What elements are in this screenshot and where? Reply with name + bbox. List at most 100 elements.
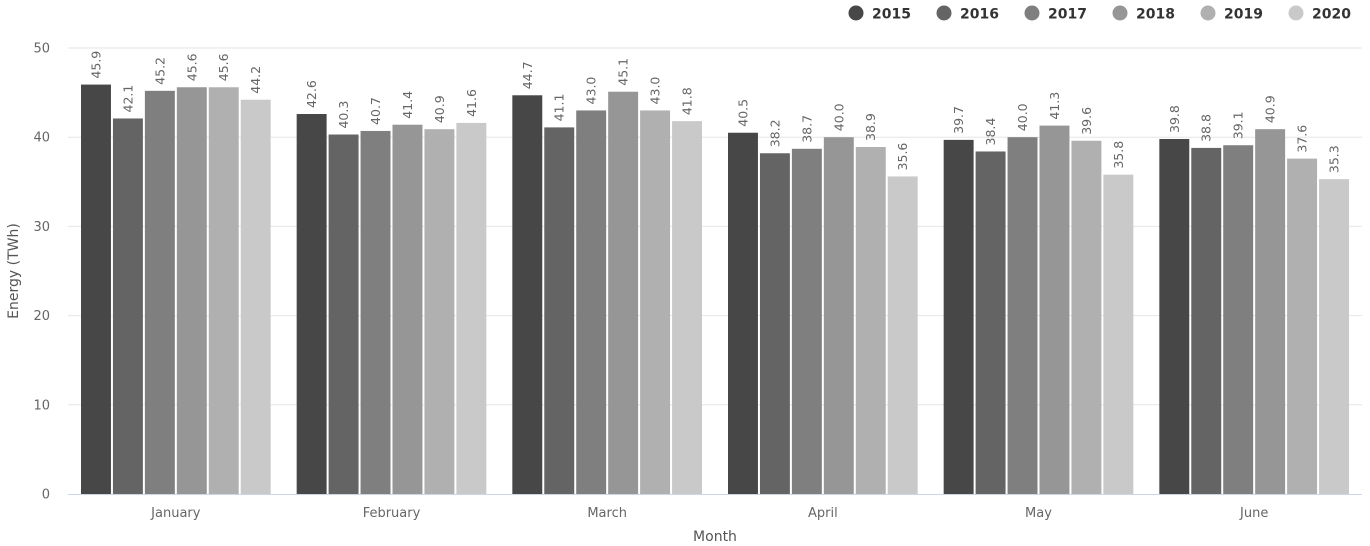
y-tick-label: 0 <box>42 488 50 503</box>
x-tick-label: January <box>150 506 201 521</box>
y-axis-ticks: 0 10 20 30 40 50 <box>33 42 50 503</box>
legend-item-2016[interactable]: 2016 <box>936 5 999 23</box>
bar-2017-february <box>360 130 391 494</box>
legend-marker <box>1112 5 1128 21</box>
bar-2015-march <box>512 95 543 494</box>
data-label: 35.6 <box>895 143 910 171</box>
bar-2019-january <box>208 87 239 495</box>
legend-item-2020[interactable]: 2020 <box>1288 5 1352 23</box>
legend-label: 2020 <box>1312 7 1351 23</box>
bar-2018-april <box>823 137 854 494</box>
data-label: 40.7 <box>368 97 383 125</box>
data-label: 40.0 <box>831 103 846 131</box>
y-axis-title: Energy (TWh) <box>6 223 22 319</box>
data-label: 45.1 <box>616 58 631 86</box>
data-label: 39.8 <box>1167 105 1182 133</box>
data-label: 38.2 <box>767 119 782 147</box>
bar-2015-june <box>1159 138 1190 494</box>
bar-2019-june <box>1287 158 1318 494</box>
data-label: 39.1 <box>1231 111 1246 139</box>
legend-item-2015[interactable]: 2015 <box>848 5 911 23</box>
y-tick-label: 30 <box>33 220 50 235</box>
gridlines <box>68 47 1362 406</box>
x-tick-label: June <box>1239 506 1268 521</box>
bar-2019-february <box>424 129 455 494</box>
data-label: 40.0 <box>1015 103 1030 131</box>
legend-marker <box>1024 5 1040 21</box>
bar-2015-january <box>81 84 111 495</box>
bar-2015-may <box>943 139 974 494</box>
data-label: 38.7 <box>799 115 814 143</box>
bar-2018-march <box>608 91 639 494</box>
data-label: 45.9 <box>88 51 103 79</box>
data-label: 40.9 <box>1263 95 1278 123</box>
data-label: 45.2 <box>152 57 167 85</box>
legend-label: 2018 <box>1136 7 1175 23</box>
legend-item-2019[interactable]: 2019 <box>1200 5 1263 23</box>
legend-item-2017[interactable]: 2017 <box>1024 5 1087 23</box>
bar-2017-april <box>791 148 822 494</box>
bar-2016-march <box>544 127 575 494</box>
bar-2016-april <box>759 153 790 495</box>
bar-2020-march <box>672 121 702 495</box>
legend: 2015 2016 2017 2018 2019 2020 <box>848 5 1352 23</box>
y-tick-label: 50 <box>33 42 50 57</box>
data-label: 38.8 <box>1199 114 1214 142</box>
y-tick-label: 10 <box>33 398 50 413</box>
x-tick-label: April <box>808 506 838 521</box>
data-label: 43.0 <box>648 77 663 105</box>
bar-2017-january <box>144 90 175 494</box>
bar-2016-may <box>975 151 1006 495</box>
bar-2019-march <box>640 110 671 494</box>
data-label: 40.3 <box>336 101 351 129</box>
legend-item-2018[interactable]: 2018 <box>1112 5 1175 23</box>
data-label: 44.7 <box>520 61 535 89</box>
x-axis-title: Month <box>693 529 737 545</box>
data-labels: 45.9 42.1 45.2 45.6 45.6 44.2 42.6 40.3 40.7 41.4… <box>88 51 1341 173</box>
data-label: 41.3 <box>1047 92 1062 120</box>
bar-2016-february <box>328 134 359 495</box>
x-tick-label: May <box>1025 506 1052 521</box>
data-label: 42.1 <box>120 85 135 113</box>
bar-2020-june <box>1319 179 1349 494</box>
data-label: 45.6 <box>184 53 199 81</box>
bar-2016-june <box>1191 147 1222 495</box>
bar-2019-april <box>855 147 886 494</box>
legend-label: 2019 <box>1224 7 1263 23</box>
legend-marker <box>1288 5 1304 21</box>
legend-label: 2016 <box>960 7 999 23</box>
bar-2019-may <box>1071 140 1102 494</box>
data-label: 41.1 <box>552 94 567 122</box>
bar-2017-may <box>1007 137 1038 494</box>
bar-2020-april <box>887 176 918 494</box>
data-label: 39.7 <box>951 106 966 134</box>
data-label: 41.8 <box>680 87 695 115</box>
x-tick-label: March <box>587 506 627 521</box>
bar-2018-february <box>392 124 423 494</box>
data-label: 39.6 <box>1079 107 1094 135</box>
data-label: 44.2 <box>248 66 263 94</box>
data-label: 42.6 <box>304 80 319 108</box>
bar-2015-april <box>728 132 758 495</box>
data-label: 35.8 <box>1111 141 1126 169</box>
legend-label: 2015 <box>872 7 911 23</box>
bar-2020-january <box>240 99 271 495</box>
y-tick-label: 20 <box>33 309 50 324</box>
data-label: 38.4 <box>983 118 998 146</box>
data-label: 38.9 <box>863 113 878 141</box>
x-axis-ticks: January February March April May June <box>150 506 1268 521</box>
data-label: 35.3 <box>1327 145 1342 173</box>
legend-marker <box>936 5 952 21</box>
bar-2017-march <box>576 110 607 494</box>
data-label: 45.6 <box>216 53 231 81</box>
data-label: 40.5 <box>735 99 750 127</box>
bar-2015-february <box>296 114 327 495</box>
data-label: 41.4 <box>400 91 415 119</box>
data-label: 37.6 <box>1295 125 1310 153</box>
legend-marker <box>848 5 864 21</box>
bar-2020-february <box>456 122 487 494</box>
x-tick-label: February <box>363 506 421 521</box>
data-label: 41.6 <box>464 89 479 117</box>
